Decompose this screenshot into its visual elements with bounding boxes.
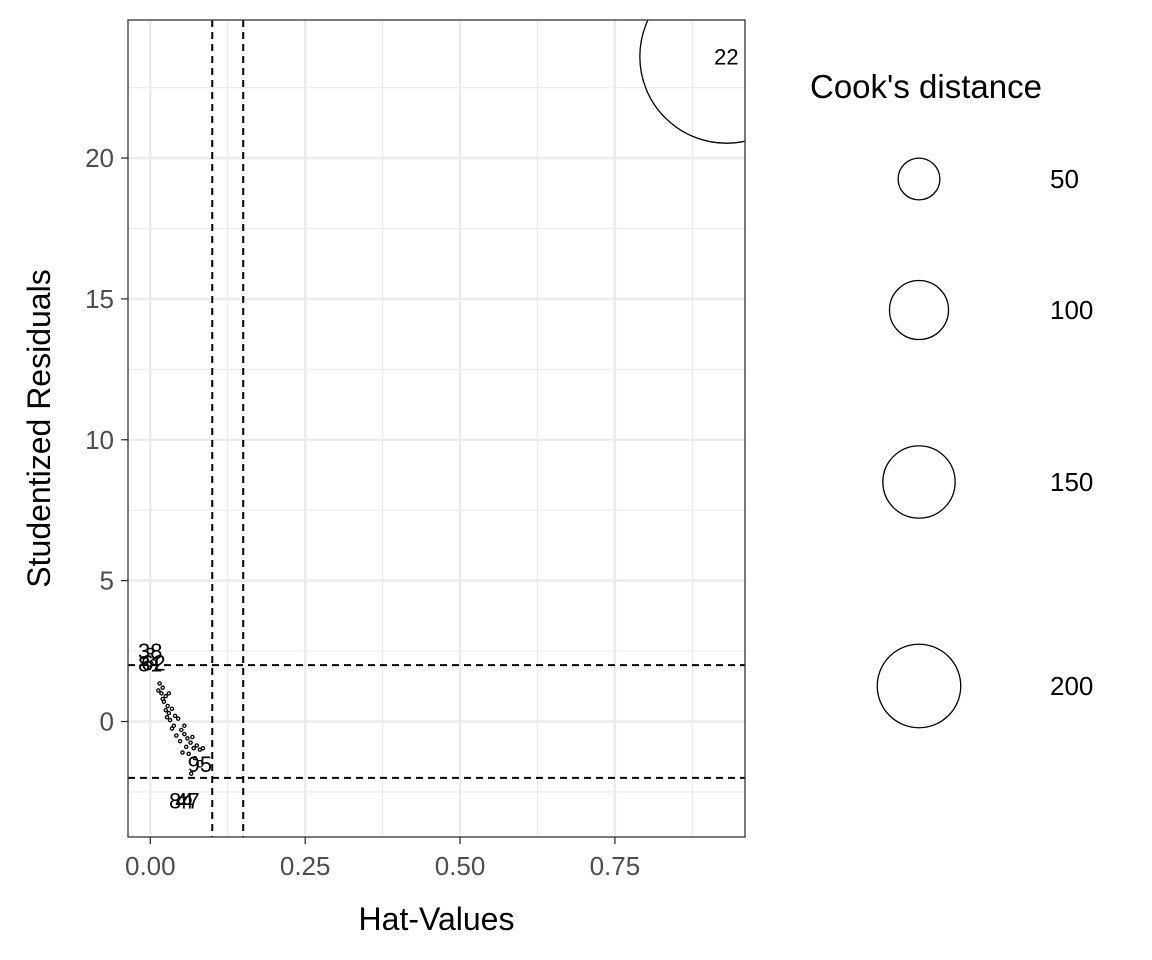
data-point [174, 733, 179, 738]
data-point [164, 715, 170, 720]
data-point [190, 734, 195, 740]
data-point [157, 681, 162, 686]
y-tick-label: 5 [100, 566, 114, 596]
legend-key-200 [876, 643, 962, 729]
size-legend: Cook's distance 50 100 150 200 [810, 68, 1093, 729]
data-point [180, 750, 185, 755]
legend-label-200: 200 [1050, 671, 1093, 701]
data-points [147, 20, 745, 805]
x-axis: 0.00 0.25 0.50 0.75 [125, 837, 640, 881]
data-point-95 [195, 759, 204, 768]
data-point [160, 696, 165, 702]
data-point [167, 717, 173, 723]
data-point [188, 740, 193, 745]
data-point-38 [147, 647, 154, 655]
data-point [182, 731, 187, 737]
x-axis-title: Hat-Values [359, 901, 515, 937]
data-point [194, 743, 200, 748]
plot-panel-border [127, 19, 746, 838]
data-point [177, 738, 183, 744]
legend-label-150: 150 [1050, 467, 1093, 497]
data-point [185, 736, 190, 741]
y-tick-label: 15 [85, 284, 114, 314]
plot-panel-background [128, 20, 745, 837]
y-axis: 0 5 10 15 20 [85, 143, 128, 736]
point-label-38: 38 [138, 639, 162, 664]
y-axis-title: Studentized Residuals [21, 269, 57, 587]
data-point [159, 691, 164, 696]
x-tick-label: 0.50 [435, 851, 486, 881]
legend-key-50 [897, 157, 941, 201]
point-label-95: 95 [188, 752, 212, 777]
data-point [182, 723, 187, 728]
data-point [169, 706, 175, 712]
point-label-47: 47 [175, 788, 199, 813]
data-point [169, 726, 175, 731]
data-point [156, 688, 161, 693]
data-point [192, 755, 198, 761]
data-point [166, 691, 172, 696]
data-point [175, 716, 181, 721]
data-point [163, 707, 169, 713]
y-tick-label: 20 [85, 143, 114, 173]
legend-title: Cook's distance [810, 68, 1042, 105]
data-point [188, 771, 194, 776]
point-label-81: 81 [138, 652, 162, 677]
legend-key-100 [888, 279, 950, 341]
data-point [163, 693, 169, 699]
data-point-22 [639, 20, 745, 144]
data-point [191, 746, 196, 751]
minor-grid [128, 20, 745, 837]
y-tick-label: 10 [85, 425, 114, 455]
point-label-22: 22 [714, 45, 738, 70]
data-point [179, 727, 184, 733]
legend-key-150 [882, 445, 956, 519]
data-point [183, 744, 189, 750]
data-point [165, 703, 170, 709]
legend-label-50: 50 [1050, 164, 1079, 194]
point-label-84: 84 [169, 788, 193, 813]
data-point-62 [150, 659, 157, 666]
data-point-81 [147, 660, 154, 668]
point-label-62: 62 [141, 650, 165, 675]
reference-lines [128, 20, 745, 837]
data-point-84 [177, 796, 186, 805]
data-point [160, 685, 165, 690]
x-tick-label: 0.25 [280, 851, 331, 881]
data-point-47 [183, 795, 192, 805]
data-point [166, 710, 172, 716]
x-tick-label: 0.75 [590, 851, 641, 881]
y-tick-label: 0 [100, 706, 114, 736]
legend-label-100: 100 [1050, 295, 1093, 325]
data-point [186, 751, 191, 757]
data-point [200, 746, 206, 751]
major-grid [128, 20, 745, 837]
x-tick-label: 0.00 [125, 851, 176, 881]
data-point [172, 713, 178, 719]
